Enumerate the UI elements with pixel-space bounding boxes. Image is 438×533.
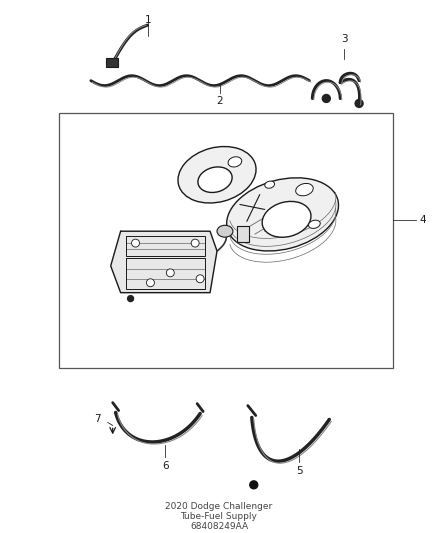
Ellipse shape	[208, 175, 222, 184]
Polygon shape	[111, 231, 217, 293]
Ellipse shape	[178, 147, 256, 203]
Ellipse shape	[204, 172, 226, 188]
Polygon shape	[240, 195, 265, 221]
Bar	[59, 114, 393, 368]
Text: 1: 1	[145, 15, 152, 25]
Ellipse shape	[198, 167, 232, 192]
Polygon shape	[237, 227, 249, 242]
Text: 2020 Dodge Challenger: 2020 Dodge Challenger	[166, 502, 272, 511]
Ellipse shape	[228, 157, 242, 167]
Ellipse shape	[269, 207, 304, 232]
Text: 4: 4	[420, 215, 426, 225]
Circle shape	[131, 239, 140, 247]
Circle shape	[127, 296, 134, 302]
Text: 5: 5	[296, 466, 303, 476]
Circle shape	[146, 279, 155, 287]
Circle shape	[322, 94, 330, 102]
Text: 6: 6	[162, 461, 169, 471]
Text: 3: 3	[341, 34, 347, 44]
Ellipse shape	[276, 211, 297, 228]
Ellipse shape	[217, 225, 233, 237]
Ellipse shape	[262, 201, 311, 237]
Text: 68408249AA: 68408249AA	[190, 522, 248, 531]
Circle shape	[250, 481, 258, 489]
Ellipse shape	[280, 215, 293, 224]
Ellipse shape	[227, 178, 339, 251]
Ellipse shape	[308, 220, 320, 229]
Circle shape	[196, 275, 204, 282]
Ellipse shape	[265, 181, 275, 188]
Ellipse shape	[296, 183, 313, 196]
Text: Tube-Fuel Supply: Tube-Fuel Supply	[180, 512, 258, 521]
Text: 2: 2	[217, 96, 223, 107]
Circle shape	[191, 239, 199, 247]
Circle shape	[166, 269, 174, 277]
Bar	[106, 58, 118, 67]
Circle shape	[355, 100, 363, 107]
Text: 7: 7	[94, 415, 101, 424]
